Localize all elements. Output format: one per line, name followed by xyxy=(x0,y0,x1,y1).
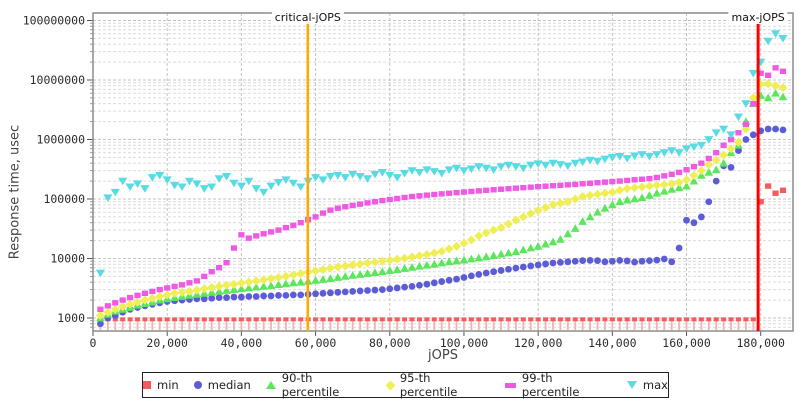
95th-percentile-marker-icon xyxy=(385,380,396,390)
svg-text:40,000: 40,000 xyxy=(221,336,263,350)
legend-item-90th-percentile: 90-th percentile xyxy=(265,371,372,399)
legend-label-95th-percentile: 95-th percentile xyxy=(399,371,458,399)
critical-jops-label: critical-jOPS xyxy=(271,11,344,24)
svg-text:0: 0 xyxy=(90,336,97,350)
svg-text:10000: 10000 xyxy=(50,252,85,266)
legend-label-90th-percentile: 90-th percentile xyxy=(281,371,340,399)
max-marker-icon xyxy=(626,381,637,389)
svg-text:100000000: 100000000 xyxy=(23,14,85,28)
legend-label-max: max xyxy=(642,378,668,392)
svg-text:180,000: 180,000 xyxy=(736,336,785,350)
svg-text:100,000: 100,000 xyxy=(440,336,489,350)
series-95-th-percentile xyxy=(95,79,788,321)
svg-text:60,000: 60,000 xyxy=(295,336,337,350)
min-marker-icon xyxy=(143,381,151,389)
legend-item-max: max xyxy=(626,378,668,392)
plot-frame xyxy=(92,12,794,332)
svg-text:120,000: 120,000 xyxy=(514,336,563,350)
y-tick-labels: 1000 10000 100000 1000000 10000000 100000000 xyxy=(23,14,85,326)
legend-item-median: median xyxy=(193,378,251,392)
max-jops-label: max-jOPS xyxy=(728,11,788,24)
median-marker-icon xyxy=(193,381,202,389)
svg-text:10000000: 10000000 xyxy=(30,73,85,87)
svg-text:1000000: 1000000 xyxy=(37,133,86,147)
legend-label-99th-percentile: 99-th percentile xyxy=(521,371,580,399)
legend-label-median: median xyxy=(207,378,251,392)
legend: min median 90-th percentile 95-th percen… xyxy=(142,371,669,399)
svg-text:20,000: 20,000 xyxy=(146,336,188,350)
99th-percentile-marker-icon xyxy=(504,382,516,388)
svg-text:1000: 1000 xyxy=(57,311,85,325)
series-99-th-percentile xyxy=(97,65,787,313)
90th-percentile-marker-icon xyxy=(265,381,276,389)
svg-text:160,000: 160,000 xyxy=(662,336,711,350)
legend-item-99th-percentile: 99-th percentile xyxy=(504,371,612,399)
x-tick-labels: 0 20,000 40,000 60,000 80,000 100,000 120,000 1… xyxy=(90,336,786,350)
svg-text:140,000: 140,000 xyxy=(588,336,637,350)
y-axis-title: Response time, usec xyxy=(7,124,23,260)
svg-text:100000: 100000 xyxy=(43,192,85,206)
series-max xyxy=(95,30,788,278)
svg-text:80,000: 80,000 xyxy=(369,336,411,350)
legend-label-min: min xyxy=(157,378,179,392)
series-90-th-percentile xyxy=(96,88,788,322)
legend-item-95th-percentile: 95-th percentile xyxy=(385,371,490,399)
x-axis-title: jOPS xyxy=(428,348,458,363)
legend-item-min: min xyxy=(143,378,179,392)
series-min xyxy=(97,183,787,330)
